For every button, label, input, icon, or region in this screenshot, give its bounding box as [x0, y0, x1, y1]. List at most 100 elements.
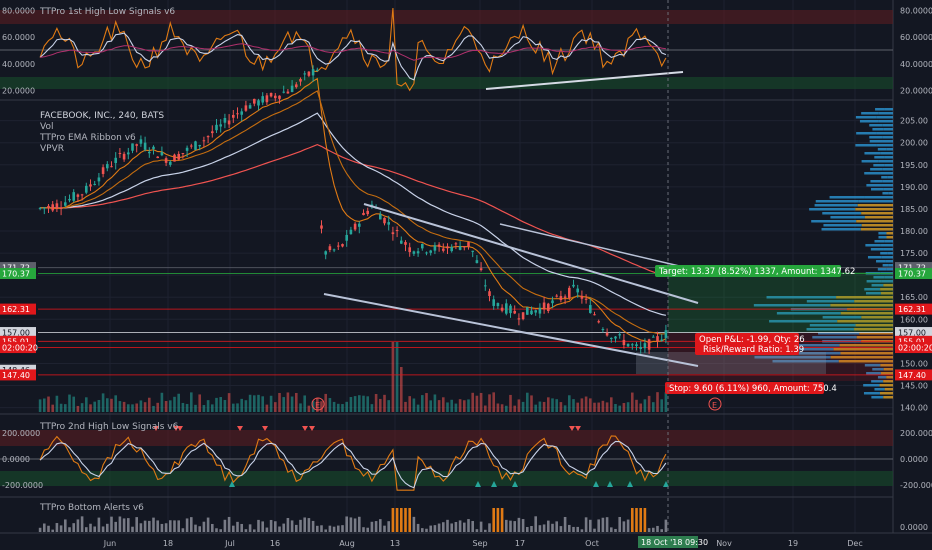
alert-bar [643, 508, 647, 532]
vpvr-bar-up [865, 244, 881, 247]
time-tick-label: Jun [103, 539, 117, 548]
left-price-tag-box [0, 268, 36, 280]
volume-bar [253, 395, 256, 412]
volume-bar [488, 394, 491, 412]
candle-body [395, 229, 399, 232]
alert-bar [450, 523, 453, 532]
candle-body [639, 347, 642, 349]
target-zone [668, 272, 893, 333]
volume-bar [412, 398, 416, 412]
vpvr-bar-down [837, 320, 893, 323]
candle-body [555, 295, 558, 297]
alert-bar [568, 524, 571, 532]
alert-bar [547, 520, 550, 532]
alert-bar [232, 525, 235, 532]
vpvr-bar-up [871, 380, 884, 383]
ema-ribbon-orange-1 [40, 77, 667, 344]
alert-bar [72, 523, 75, 532]
alert-bar [379, 519, 382, 532]
price-tick-label: 160.00 [900, 315, 928, 324]
candle-body [400, 240, 403, 244]
alert-bar [656, 525, 659, 532]
right-price-tag-label: 02:00:20 [898, 344, 932, 353]
volume-bar [505, 405, 508, 412]
alert-bar [257, 519, 260, 532]
range-box [636, 352, 826, 374]
volume-bar [223, 399, 227, 412]
candle-body [450, 246, 453, 252]
candle-body [593, 314, 596, 316]
candle-body [492, 299, 495, 306]
volume-bar [232, 403, 235, 412]
price-tick-label: 185.00 [900, 205, 928, 214]
earnings-marker-1 [311, 397, 325, 411]
channel-lower-line [323, 293, 699, 367]
candlesticks [38, 65, 668, 354]
candle-body [332, 249, 336, 251]
time-tick-label: 16 [270, 539, 280, 548]
vpvr-bar-down [883, 188, 893, 191]
candle-body [261, 96, 264, 103]
candle-body [433, 245, 437, 251]
volume-bar [484, 405, 487, 412]
vpvr-bar-up [869, 140, 883, 143]
volume-bar [215, 397, 218, 412]
time-cursor-label: 18 Oct '18 09:30 [641, 538, 708, 547]
alert-bar [265, 527, 269, 532]
volume-bar [652, 402, 655, 412]
candle-body [379, 214, 382, 220]
volume-bar [383, 394, 386, 412]
vpvr-bar-down [855, 324, 893, 327]
candle-body [521, 312, 525, 320]
volume-bar [47, 396, 50, 412]
candle-body [274, 95, 277, 99]
alert-bar [383, 525, 386, 532]
alert-bar [387, 521, 390, 532]
volume-bar [303, 395, 306, 412]
volume-bar [353, 396, 357, 412]
alert-bar [110, 516, 113, 532]
volume-bar [517, 399, 521, 412]
volume-bar [521, 401, 525, 412]
candle-body [664, 330, 668, 338]
volume-bar [76, 405, 80, 412]
volume-bar [282, 397, 285, 412]
vpvr-bar-down [887, 252, 893, 255]
left-price-tag-box [0, 262, 36, 274]
vpvr-bar-down [859, 332, 893, 335]
pnl-label-box [695, 333, 799, 355]
candle-body [43, 207, 46, 209]
price-tick-label: 165.00 [900, 293, 928, 302]
candle-body [148, 151, 151, 154]
alert-bar [618, 516, 621, 532]
sell-signal-arrow [309, 426, 315, 431]
vpvr-bar-down [886, 148, 893, 151]
volume-bar [80, 403, 84, 412]
volume-bar [450, 399, 453, 412]
alert-bar [597, 519, 600, 532]
candle-body [211, 131, 214, 134]
time-tick-label: Aug [339, 539, 355, 548]
left-price-tag-label: 157.00 [2, 329, 30, 338]
vpvr-bar-up [870, 168, 883, 171]
volume-bar [219, 397, 222, 412]
buy-signal-arrow [607, 481, 613, 487]
candle-body [345, 234, 348, 241]
alert-bar [635, 508, 638, 532]
sell-signal-arrow [237, 426, 243, 431]
vpvr-bar-up [878, 232, 887, 235]
vpvr-bar-up [809, 208, 856, 211]
volume-bar [559, 402, 563, 412]
right-price-tag-box [895, 262, 932, 274]
top-tick-label: 80.0000 [900, 7, 932, 16]
candle-body [248, 105, 252, 109]
vpvr-bar-up [869, 136, 883, 139]
alert-bar [101, 526, 105, 532]
vpvr-bar-up [772, 360, 839, 363]
candle-body [559, 296, 563, 301]
volume-bar [97, 399, 101, 412]
alert-bar [290, 520, 294, 532]
indicator-label-vol: Vol [40, 122, 53, 132]
vpvr-bar-up [871, 284, 884, 287]
vpvr-bar-up [814, 204, 858, 207]
